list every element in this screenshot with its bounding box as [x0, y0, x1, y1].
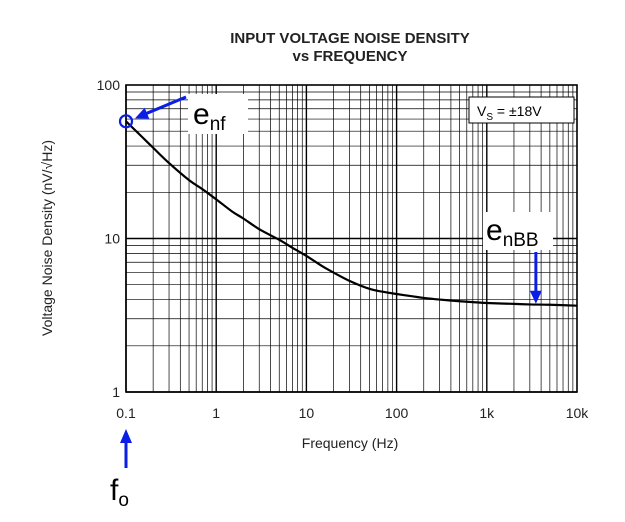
annotation-enbb: enBB [483, 212, 553, 304]
x-tick-label: 1 [212, 405, 220, 421]
x-tick-labels: 0.1 1 10 100 1k 10k [116, 405, 589, 421]
x-tick-label: 10k [566, 405, 590, 421]
legend-text: VS = ±18V [477, 103, 542, 123]
x-tick-label: 10 [299, 405, 315, 421]
enf-label-main: e [193, 98, 210, 131]
enf-arrowhead [135, 107, 150, 119]
enf-label-sub: nf [210, 114, 227, 135]
chart-subtitle: vs FREQUENCY [292, 48, 408, 65]
y-tick-label: 1 [112, 384, 120, 400]
enf-marker [118, 114, 134, 129]
enbb-label-sub: nBB [503, 230, 539, 251]
enf-label: enf [193, 98, 226, 135]
enbb-label-main: e [486, 214, 503, 247]
fo-label-main: f [110, 474, 119, 507]
annotation-fo: fo [110, 429, 132, 511]
x-tick-label: 0.1 [116, 405, 136, 421]
x-tick-label: 100 [385, 405, 409, 421]
legend-subscript: S [486, 112, 493, 123]
y-tick-label: 100 [97, 77, 121, 93]
chart-title: INPUT VOLTAGE NOISE DENSITY [230, 30, 470, 47]
enbb-label: enBB [486, 214, 539, 251]
legend-value: = ±18V [493, 103, 542, 119]
legend-box: VS = ±18V [468, 96, 575, 124]
enbb-arrowhead [529, 290, 542, 304]
x-axis-label: Frequency (Hz) [302, 435, 398, 451]
y-tick-labels: 1 10 100 [97, 77, 121, 400]
y-tick-label: 10 [104, 231, 120, 247]
y-axis-label: Voltage Noise Density (nV/√Hz) [39, 140, 55, 336]
annotation-enf: enf [118, 94, 248, 135]
enf-arrow [141, 95, 187, 117]
x-tick-label: 1k [479, 405, 495, 421]
noise-curve [125, 120, 578, 307]
fo-label: fo [110, 474, 129, 511]
legend-label: V [477, 103, 487, 119]
fo-label-sub: o [118, 490, 129, 511]
plot-frame [125, 84, 578, 393]
fo-arrowhead [120, 429, 132, 443]
grid-lines [125, 85, 577, 393]
